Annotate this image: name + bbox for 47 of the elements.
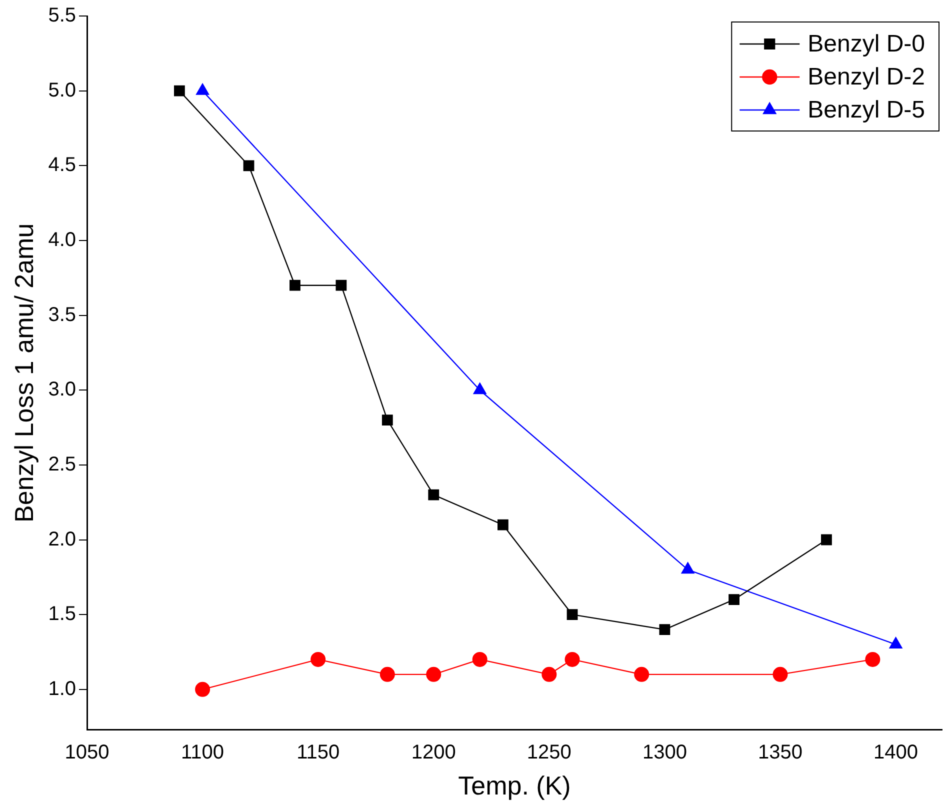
y-tick-label: 1.0 [48,678,76,700]
point [728,594,740,606]
point [889,637,902,649]
point [336,280,347,291]
y-tick-label: 5.0 [48,79,76,102]
y-tick-label: 3.0 [48,378,76,401]
point [428,489,440,500]
point [821,534,832,546]
point [195,682,210,697]
point [659,624,670,635]
point [380,666,395,682]
legend-label: Benzyl D-2 [808,64,925,91]
y-tick-label: 2.5 [48,453,76,476]
y-tick-label: 5.5 [48,4,76,27]
point [310,652,326,667]
legend-label: Benzyl D-5 [808,96,925,124]
x-tick-label: 1300 [642,741,687,764]
point [634,666,650,682]
point [243,160,254,172]
x-tick-label: 1250 [526,741,572,764]
point [564,652,580,667]
point [498,519,508,530]
x-tick-label: 1050 [64,741,110,764]
point [542,666,557,682]
point [865,652,880,667]
point [681,562,694,574]
point [290,280,300,291]
x-tick-label: 1400 [874,741,918,764]
x-tick-label: 1350 [758,741,802,764]
x-tick-label: 1150 [296,741,340,764]
point [772,666,788,682]
y-axis-title: Benzyl Loss 1 amu/ 2amu [8,223,39,522]
point [473,382,486,394]
y-tick-label: 2.0 [48,528,76,550]
point [382,414,393,426]
y-tick-label: 3.5 [48,304,76,326]
y-tick-label: 4.0 [48,228,76,251]
point [174,85,185,96]
x-tick-label: 1200 [411,741,456,764]
y-tick-label: 4.5 [48,154,76,176]
x-axis-title: Temp. (K) [458,770,571,801]
point [566,609,578,620]
legend-label: Benzyl D-0 [808,30,925,58]
x-tick-label: 1100 [181,741,224,764]
point [472,652,488,667]
y-tick-label: 1.5 [48,603,76,626]
point [426,666,442,682]
